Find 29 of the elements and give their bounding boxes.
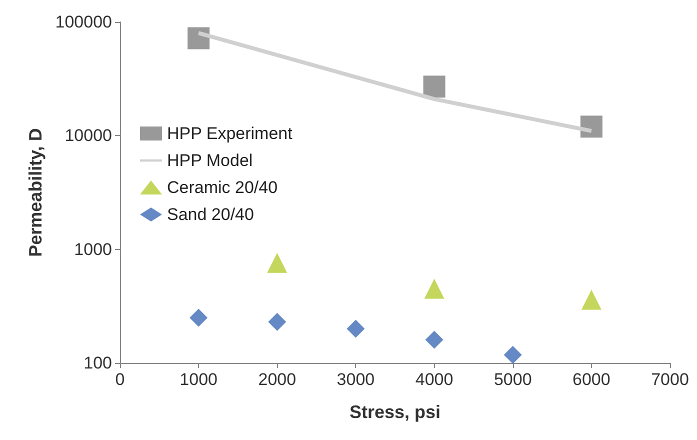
point: [188, 27, 210, 50]
point: [504, 346, 522, 364]
y-axis-title: Permeability, D: [25, 128, 46, 257]
point: [190, 308, 208, 327]
y-tick-label: 10000: [64, 126, 112, 146]
x-tick-label: 3000: [336, 370, 375, 389]
point: [346, 320, 365, 338]
x-tick-label: 4000: [415, 370, 454, 389]
point: [424, 278, 444, 299]
y-tick-label: 1000: [74, 240, 112, 259]
x-tick-label: 6000: [572, 370, 610, 389]
point: [425, 330, 444, 349]
x-tick-label: 0: [115, 370, 125, 389]
legend-label: Ceramic 20/40: [167, 178, 278, 197]
point: [423, 76, 446, 98]
x-tick-label: 7000: [651, 370, 689, 389]
point: [580, 116, 602, 138]
legend-label: HPP Experiment: [167, 124, 293, 143]
legend-label: HPP Model: [167, 151, 253, 170]
y-tick-label: 100: [84, 354, 112, 372]
x-tick-label: 2000: [258, 370, 296, 389]
point: [581, 290, 602, 310]
point: [268, 312, 286, 331]
legend-label: Sand 20/40: [167, 205, 254, 224]
x-tick-label: 5000: [494, 370, 532, 389]
x-tick-label: 1000: [180, 370, 218, 389]
x-axis-title: Stress, psi: [349, 402, 441, 422]
point: [267, 252, 288, 273]
y-tick-label: 100000: [55, 12, 112, 32]
